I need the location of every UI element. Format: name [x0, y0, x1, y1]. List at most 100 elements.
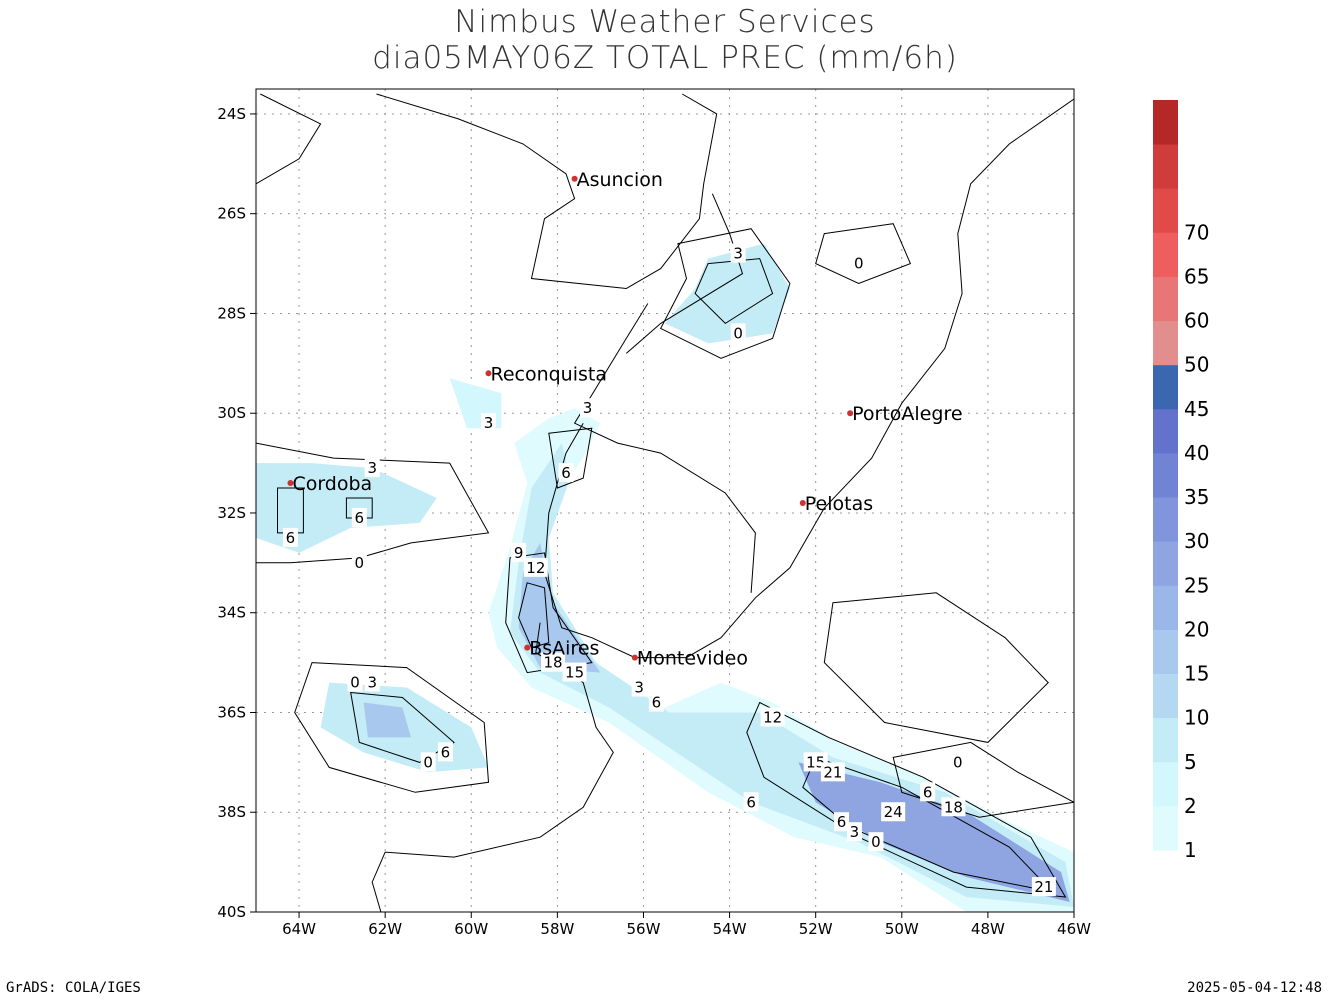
- contour-north-0: [660, 228, 791, 359]
- colorbar-swatch: [1153, 497, 1178, 542]
- contour-label-bg: [868, 832, 884, 852]
- city-dot: [847, 410, 854, 417]
- city-dot: [287, 480, 294, 487]
- colorbar-swatch: [1153, 232, 1178, 277]
- lon-tick-label: 48W: [971, 920, 1005, 938]
- colorbar-swatch: [1153, 100, 1178, 145]
- contour-label: 3: [733, 245, 743, 263]
- contour-label-bg: [760, 707, 785, 727]
- precip-blob-southwest-core: [363, 702, 411, 738]
- colorbar-swatch: [1153, 717, 1178, 763]
- contour-label-bg: [351, 552, 367, 572]
- colorbar-swatch: [1153, 452, 1178, 498]
- city-markers: Asuncion Reconquista PortoAlegre Cordoba Pel…: [287, 169, 963, 670]
- contour-band-21: [802, 756, 1054, 893]
- contour-label-bg: [351, 507, 367, 527]
- contour-label: 15: [806, 753, 825, 771]
- contour-cordoba-6: [277, 487, 304, 534]
- contour-north-band: [548, 427, 593, 489]
- contour-label-bg: [820, 762, 845, 782]
- contour-label: 6: [286, 529, 296, 547]
- colorbar-label: 30: [1184, 529, 1209, 553]
- lon-tick-label: 56W: [627, 920, 661, 938]
- lon-tick-label: 54W: [713, 920, 747, 938]
- map-frame: [255, 88, 1075, 913]
- lon-tick-label: 46W: [1057, 920, 1091, 938]
- contour-label: 3: [850, 823, 860, 841]
- lat-tick-label: 28S: [217, 304, 246, 322]
- colorbar-label: 25: [1184, 573, 1209, 597]
- contour-label: 3: [484, 414, 494, 432]
- contour-north-3: [694, 258, 774, 325]
- colorbar-swatch: [1153, 320, 1178, 366]
- colorbar-label: 70: [1184, 220, 1209, 244]
- contour-label-bg: [420, 752, 436, 772]
- city-label: Pelotas: [805, 493, 873, 515]
- axis-ticks: 24S 26S 28S 30S 32S 34S 36S 38S 40S 64W 62W 60W 58W 5…: [217, 105, 1091, 938]
- colorbar-label: 45: [1184, 397, 1209, 421]
- lat-tick-label: 30S: [217, 404, 246, 422]
- contour-label: 0: [355, 554, 365, 572]
- contour-label: 6: [746, 793, 756, 811]
- contour-label-bg: [511, 542, 527, 562]
- contour-band-12: [746, 701, 1067, 898]
- colorbar-swatch: [1153, 585, 1178, 630]
- contour-label: 12: [763, 708, 782, 726]
- lon-tick-label: 50W: [885, 920, 919, 938]
- contour-label-bg: [743, 792, 759, 812]
- lat-tick-label: 24S: [217, 105, 246, 123]
- contour-label: 0: [733, 324, 743, 342]
- lon-tick-label: 64W: [282, 920, 316, 938]
- border-nw: [256, 93, 322, 185]
- city-dot: [631, 654, 638, 661]
- contour-label: 0: [871, 833, 881, 851]
- border-paraguay: [376, 93, 718, 290]
- lat-tick-label: 40S: [217, 903, 246, 921]
- city-label: Asuncion: [577, 169, 663, 191]
- lon-tick-label: 52W: [799, 920, 833, 938]
- contour-label: 15: [565, 664, 584, 682]
- lat-tick-label: 34S: [217, 604, 246, 622]
- colorbar-swatch: [1153, 276, 1178, 322]
- contour-label: 18: [544, 654, 563, 672]
- colorbar-label: 60: [1184, 309, 1209, 333]
- contour-label-bg: [558, 463, 574, 483]
- contour-label: 3: [583, 399, 593, 417]
- city-label: PortoAlegre: [852, 403, 962, 425]
- city-dot: [524, 644, 531, 651]
- contour-sw-0: [294, 662, 490, 793]
- map-subtitle: dia05MAY06Z TOTAL PREC (mm/6h): [372, 40, 958, 76]
- contour-label: 18: [944, 798, 963, 816]
- colorbar-label: 65: [1184, 265, 1209, 289]
- contour-label: 3: [634, 679, 644, 697]
- contour-label-bg: [1031, 877, 1056, 897]
- lon-tick-label: 58W: [540, 920, 574, 938]
- colorbar-label: 35: [1184, 485, 1209, 509]
- contour-label: 12: [526, 559, 545, 577]
- colorbar-label: 2: [1184, 794, 1197, 818]
- precipitation-contours: [256, 223, 1074, 898]
- contour-label-bg: [920, 782, 936, 802]
- contour-label: 6: [652, 694, 662, 712]
- contour-east-0: [823, 592, 1049, 743]
- contour-label: 0: [423, 753, 433, 771]
- contour-label-bg: [437, 742, 453, 762]
- contour-ne-0: [815, 223, 912, 285]
- colorbar-label: 15: [1184, 662, 1209, 686]
- colorbar-swatch: [1153, 408, 1178, 454]
- precip-core-east: [798, 762, 1070, 902]
- contour-label: 6: [441, 743, 451, 761]
- contour-label: 3: [367, 674, 377, 692]
- lat-tick-label: 26S: [217, 205, 246, 223]
- lon-tick-label: 62W: [368, 920, 402, 938]
- contour-label-bg: [562, 662, 587, 682]
- contour-label-bg: [881, 802, 906, 822]
- colorbar-label: 1: [1184, 838, 1197, 862]
- colorbar-label: 40: [1184, 441, 1209, 465]
- city-dot: [799, 499, 806, 506]
- contour-label-bg: [523, 557, 548, 577]
- city-label: Montevideo: [637, 648, 748, 670]
